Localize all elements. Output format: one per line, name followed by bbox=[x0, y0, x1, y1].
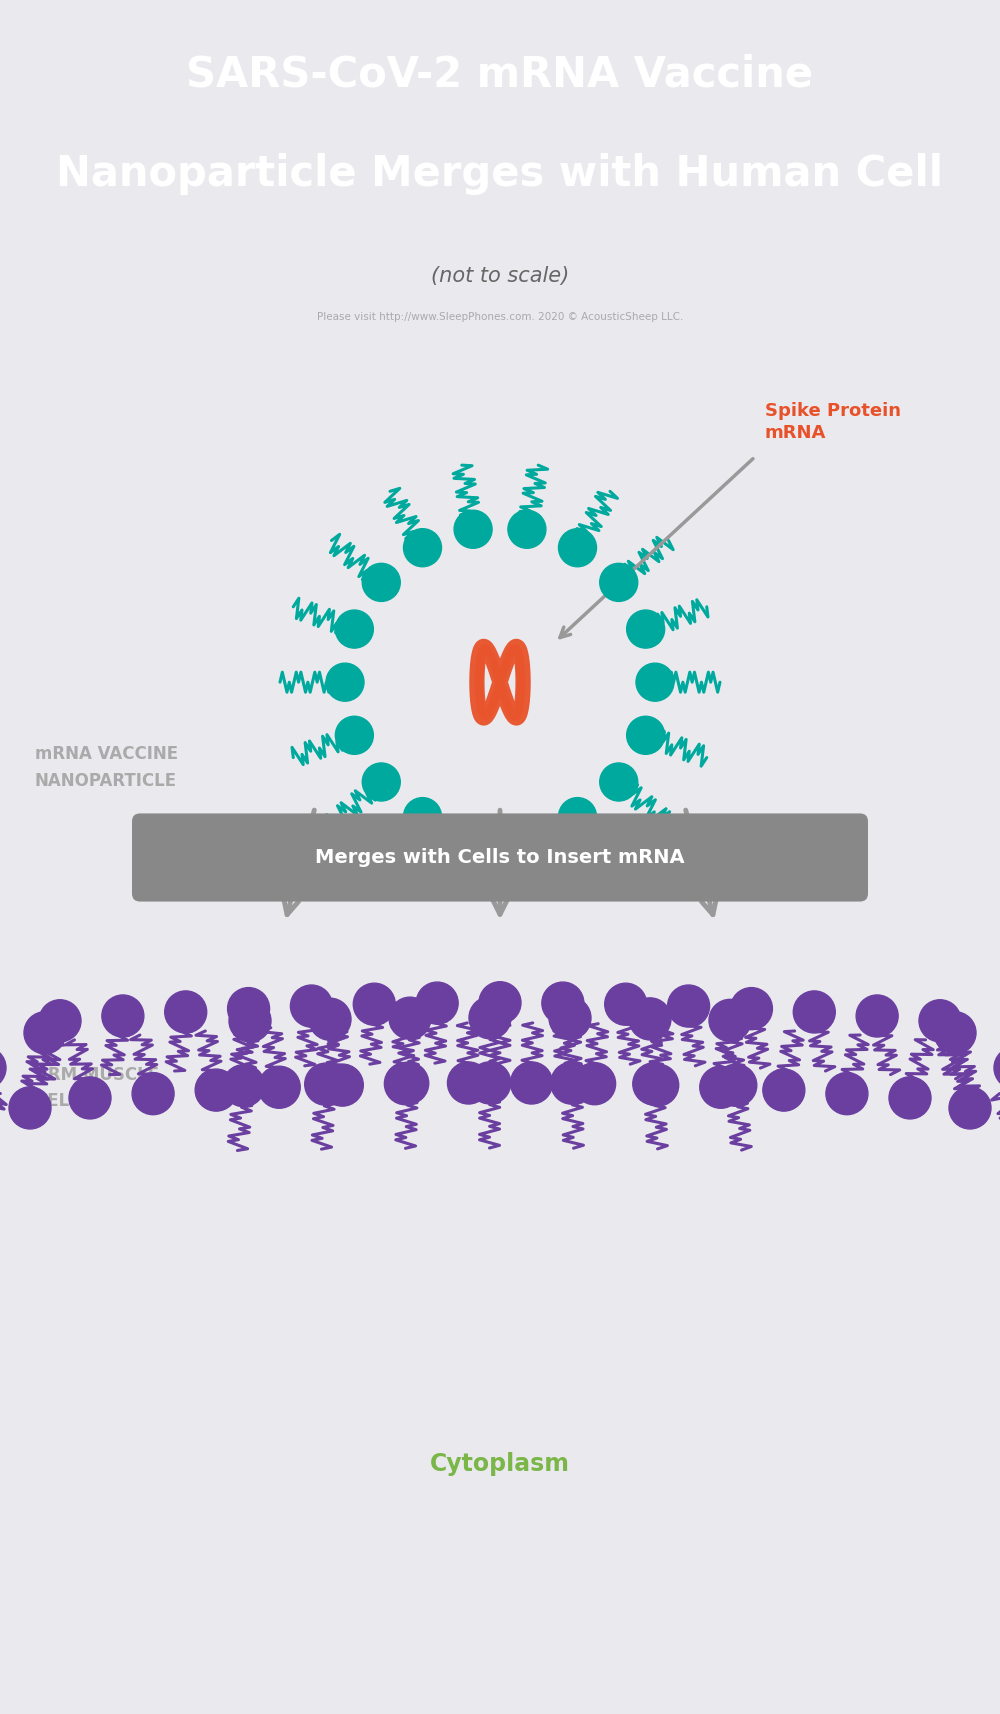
Circle shape bbox=[24, 1011, 66, 1054]
Circle shape bbox=[994, 1047, 1000, 1088]
Circle shape bbox=[454, 511, 492, 548]
Circle shape bbox=[416, 982, 458, 1025]
Circle shape bbox=[919, 999, 961, 1042]
Circle shape bbox=[551, 1063, 593, 1104]
Circle shape bbox=[793, 991, 835, 1034]
Circle shape bbox=[305, 1063, 347, 1106]
Circle shape bbox=[637, 1064, 679, 1106]
Circle shape bbox=[9, 1087, 51, 1130]
Circle shape bbox=[403, 797, 441, 836]
Circle shape bbox=[558, 528, 596, 567]
Circle shape bbox=[335, 610, 373, 648]
Text: Cytoplasm: Cytoplasm bbox=[430, 1452, 570, 1476]
Circle shape bbox=[404, 528, 442, 567]
Circle shape bbox=[321, 1064, 363, 1106]
FancyBboxPatch shape bbox=[132, 814, 868, 902]
Circle shape bbox=[258, 1066, 300, 1109]
Circle shape bbox=[69, 1076, 111, 1119]
Circle shape bbox=[469, 1063, 511, 1104]
Circle shape bbox=[447, 1063, 489, 1104]
Circle shape bbox=[700, 1066, 742, 1109]
Text: Nanoparticle Merges with Human Cell: Nanoparticle Merges with Human Cell bbox=[56, 153, 944, 195]
Circle shape bbox=[132, 1073, 174, 1114]
Circle shape bbox=[549, 998, 591, 1039]
Circle shape bbox=[763, 1070, 805, 1111]
Circle shape bbox=[826, 1073, 868, 1114]
Circle shape bbox=[600, 763, 638, 800]
Circle shape bbox=[362, 564, 400, 602]
Circle shape bbox=[102, 994, 144, 1037]
Circle shape bbox=[949, 1087, 991, 1130]
Circle shape bbox=[195, 1070, 237, 1111]
Circle shape bbox=[709, 999, 751, 1042]
Circle shape bbox=[389, 998, 431, 1039]
Circle shape bbox=[627, 716, 665, 754]
Text: (not to scale): (not to scale) bbox=[431, 266, 569, 286]
Circle shape bbox=[326, 663, 364, 701]
Circle shape bbox=[454, 816, 492, 854]
Circle shape bbox=[479, 982, 521, 1023]
Circle shape bbox=[387, 1063, 429, 1104]
Circle shape bbox=[384, 1063, 426, 1106]
Circle shape bbox=[600, 564, 638, 602]
Circle shape bbox=[668, 986, 710, 1027]
Circle shape bbox=[715, 1064, 757, 1106]
Circle shape bbox=[542, 982, 584, 1025]
Text: mRNA VACCINE
NANOPARTICLE: mRNA VACCINE NANOPARTICLE bbox=[35, 746, 178, 790]
Text: Please visit http://www.SleepPhones.com. 2020 © AcousticSheep LLC.: Please visit http://www.SleepPhones.com.… bbox=[317, 312, 683, 322]
Circle shape bbox=[511, 1063, 553, 1104]
Circle shape bbox=[730, 987, 772, 1030]
Circle shape bbox=[290, 986, 332, 1027]
Circle shape bbox=[508, 511, 546, 548]
Text: Merges with Cells to Insert mRNA: Merges with Cells to Insert mRNA bbox=[315, 848, 685, 867]
Text: ARM MUSCLE
CELL: ARM MUSCLE CELL bbox=[35, 1066, 159, 1111]
Circle shape bbox=[574, 1063, 616, 1106]
Circle shape bbox=[223, 1064, 265, 1107]
Circle shape bbox=[558, 797, 596, 836]
Circle shape bbox=[309, 998, 351, 1040]
Circle shape bbox=[627, 610, 665, 648]
Circle shape bbox=[629, 998, 671, 1040]
Text: Spike Protein
mRNA: Spike Protein mRNA bbox=[765, 401, 901, 442]
Circle shape bbox=[605, 984, 647, 1025]
Circle shape bbox=[362, 763, 400, 800]
Circle shape bbox=[469, 998, 511, 1039]
Circle shape bbox=[636, 663, 674, 701]
Circle shape bbox=[353, 984, 395, 1025]
Text: SARS-CoV-2 mRNA Vaccine: SARS-CoV-2 mRNA Vaccine bbox=[186, 53, 814, 94]
Circle shape bbox=[39, 999, 81, 1042]
Circle shape bbox=[165, 991, 207, 1034]
Circle shape bbox=[856, 994, 898, 1037]
Circle shape bbox=[335, 716, 373, 754]
Circle shape bbox=[934, 1011, 976, 1054]
Circle shape bbox=[889, 1076, 931, 1119]
Circle shape bbox=[508, 816, 546, 854]
Circle shape bbox=[0, 1047, 6, 1088]
Circle shape bbox=[228, 987, 270, 1030]
Circle shape bbox=[229, 999, 271, 1042]
Circle shape bbox=[633, 1063, 675, 1106]
